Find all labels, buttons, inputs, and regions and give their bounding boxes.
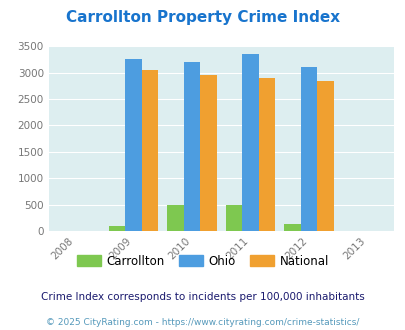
Bar <box>242 54 258 231</box>
Bar <box>125 59 141 231</box>
Bar <box>284 224 300 231</box>
Bar <box>316 81 333 231</box>
Bar <box>300 67 316 231</box>
Bar <box>141 70 158 231</box>
Text: © 2025 CityRating.com - https://www.cityrating.com/crime-statistics/: © 2025 CityRating.com - https://www.city… <box>46 318 359 327</box>
Bar <box>258 78 275 231</box>
Text: Carrollton Property Crime Index: Carrollton Property Crime Index <box>66 10 339 25</box>
Legend: Carrollton, Ohio, National: Carrollton, Ohio, National <box>72 250 333 273</box>
Bar <box>226 205 242 231</box>
Bar <box>200 75 216 231</box>
Text: Crime Index corresponds to incidents per 100,000 inhabitants: Crime Index corresponds to incidents per… <box>41 292 364 302</box>
Bar <box>109 226 125 231</box>
Bar <box>167 205 183 231</box>
Bar <box>183 61 200 231</box>
